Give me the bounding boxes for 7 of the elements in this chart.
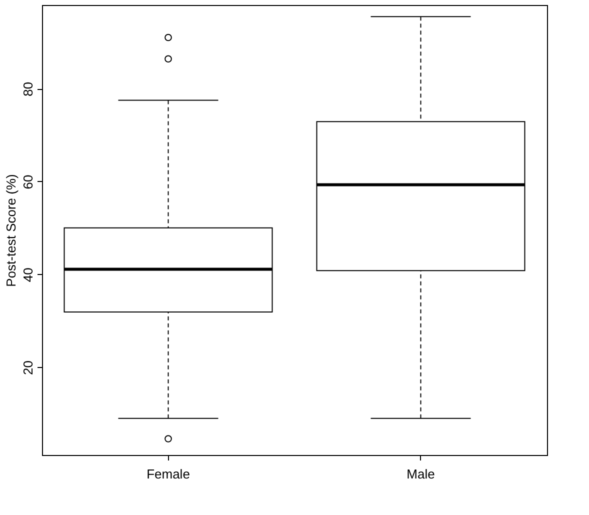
y-tick-label: 40 [20,268,36,282]
y-tick-label: 80 [20,82,36,96]
y-tick-label: 60 [20,174,36,190]
y-axis-title: Post-test Score (%) [4,174,18,287]
y-tick-label: 20 [20,360,36,375]
x-tick-label: Female [146,466,190,482]
x-tick-label: Male [406,466,435,482]
